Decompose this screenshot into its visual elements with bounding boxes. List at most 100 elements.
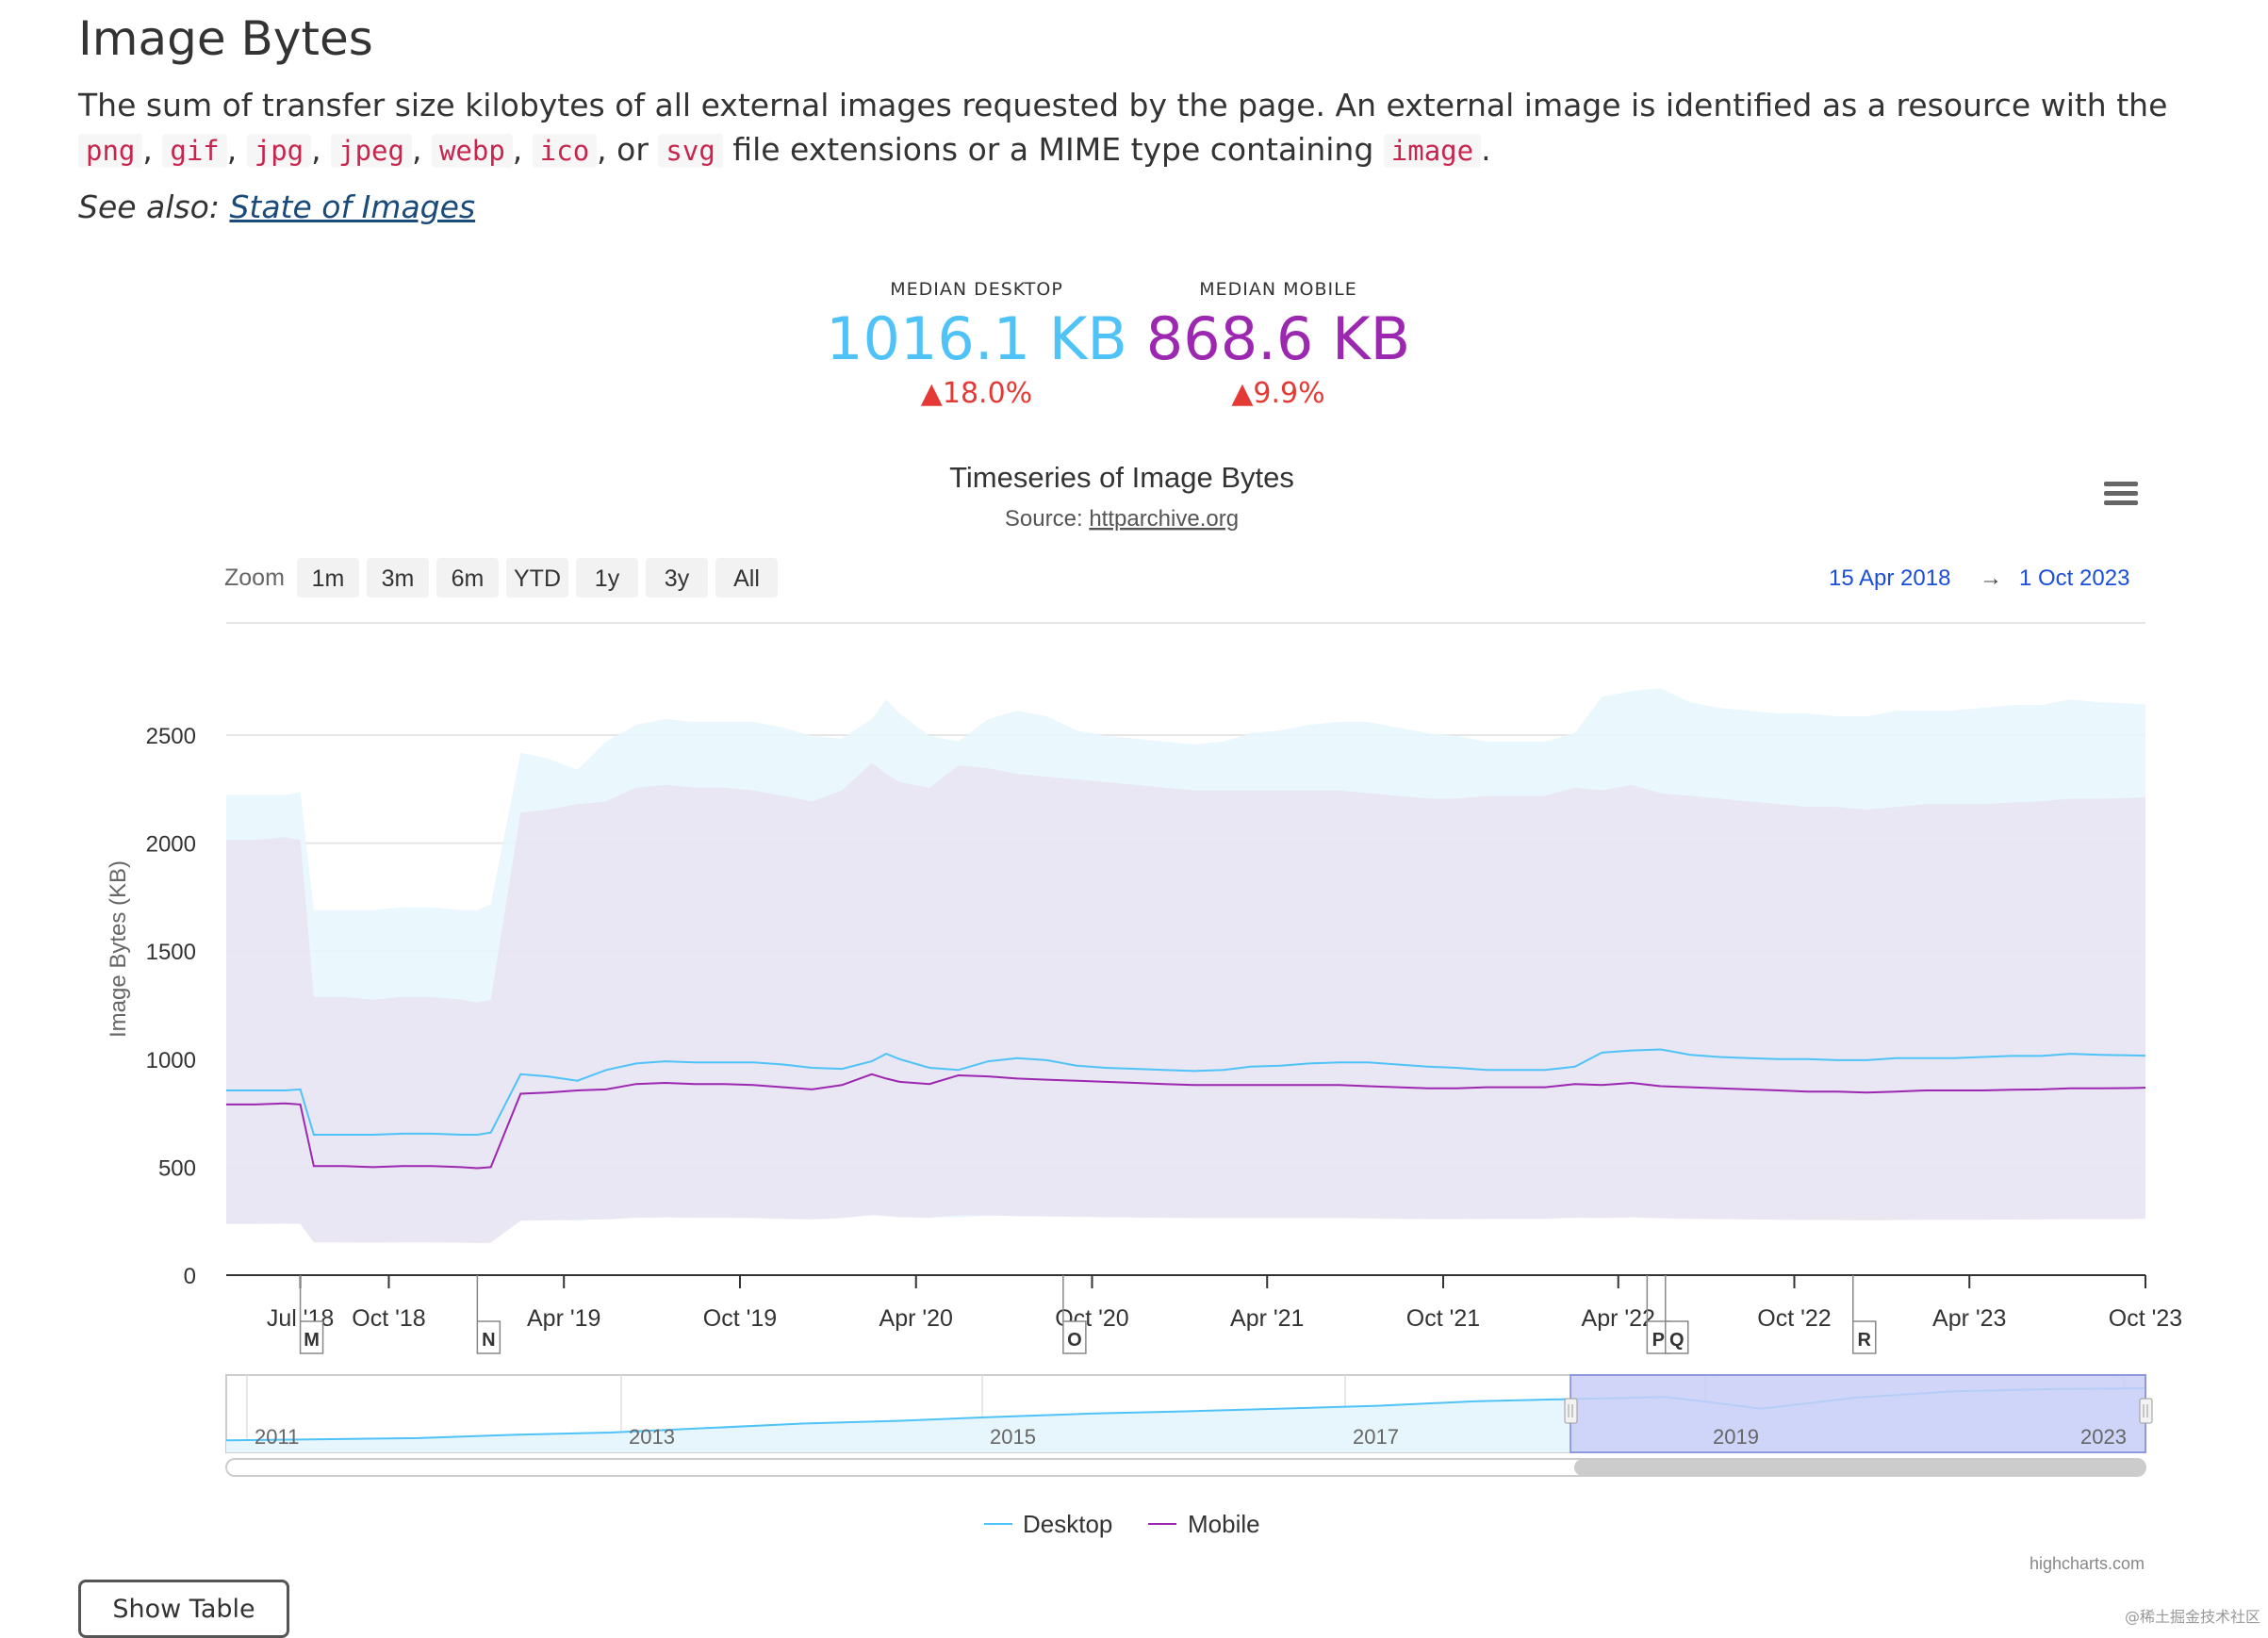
series-lines xyxy=(226,1048,2146,1170)
svg-text:N: N xyxy=(482,1330,495,1351)
median-mobile-metric: MEDIAN MOBILE 868.6 KB 9.9% xyxy=(1127,279,1429,410)
flag-q[interactable]: Q xyxy=(1664,1275,1689,1354)
description: The sum of transfer size kilobytes of al… xyxy=(78,83,2199,173)
flag-r[interactable]: R xyxy=(1852,1275,1877,1354)
svg-text:3y: 3y xyxy=(665,565,690,592)
svg-text:All: All xyxy=(733,565,760,592)
page-title: Image Bytes xyxy=(78,11,373,66)
zoom-button-1y[interactable]: 1y xyxy=(576,558,638,598)
zoom-button-3y[interactable]: 3y xyxy=(646,558,708,598)
median-desktop-value: 1016.1 KB xyxy=(826,304,1127,373)
separator: , xyxy=(142,131,163,168)
chart-subtitle: Source: httparchive.org xyxy=(1005,506,1239,532)
svg-text:O: O xyxy=(1067,1330,1082,1351)
show-table-button[interactable]: Show Table xyxy=(78,1580,289,1638)
scrollbar[interactable] xyxy=(225,1458,2146,1477)
svg-text:YTD: YTD xyxy=(514,565,561,592)
flag-m[interactable]: M xyxy=(299,1275,324,1354)
separator: , xyxy=(512,131,533,168)
zoom-button-ytd[interactable]: YTD xyxy=(506,558,568,598)
y-axis-title: Image Bytes (KB) xyxy=(106,860,131,1038)
code-gif: gif xyxy=(162,134,227,168)
range-to[interactable]: 1 Oct 2023 xyxy=(2019,565,2129,591)
code-image: image xyxy=(1383,134,1482,168)
zoom-buttons: 1m 3m 6m YTD 1y 3y All xyxy=(297,558,778,598)
see-also: See also: State of Images xyxy=(78,188,2199,225)
svg-text:1m: 1m xyxy=(312,565,345,592)
range-arrow: → xyxy=(1980,565,2002,591)
navigator-year-label: 2017 xyxy=(1353,1425,1399,1449)
navigator-handle-right[interactable] xyxy=(2139,1398,2153,1424)
navigator-mask[interactable] xyxy=(1570,1374,2146,1453)
series-line-desktop[interactable] xyxy=(226,1048,2146,1136)
svg-text:R: R xyxy=(1858,1330,1872,1351)
y-tick-label: 1500 xyxy=(146,940,196,965)
zoom-button-all[interactable]: All xyxy=(715,558,778,598)
y-tick-label: 500 xyxy=(158,1155,196,1181)
legend-desktop-label: Desktop xyxy=(1023,1510,1112,1538)
x-tick-label: Apr '21 xyxy=(1230,1305,1304,1332)
period: . xyxy=(1481,131,1491,168)
legend-mobile[interactable]: Mobile xyxy=(1148,1510,1260,1538)
httparchive-link[interactable]: httparchive.org xyxy=(1089,506,1239,532)
legend-desktop[interactable]: Desktop xyxy=(984,1510,1112,1538)
code-png: png xyxy=(78,134,143,168)
watermark: @稀土掘金技术社区 xyxy=(2124,1608,2260,1626)
subtitle-prefix: Source: xyxy=(1005,506,1089,532)
median-desktop-metric: MEDIAN DESKTOP 1016.1 KB 18.0% xyxy=(826,279,1127,410)
x-tick-label: Oct '22 xyxy=(1757,1305,1831,1332)
x-tick-label: Oct '21 xyxy=(1406,1305,1480,1332)
description-text-2: file extensions or a MIME type containin… xyxy=(722,131,1384,168)
x-tick-label: Apr '22 xyxy=(1582,1305,1655,1332)
svg-text:M: M xyxy=(304,1330,320,1351)
y-tick-label: 1000 xyxy=(146,1048,196,1073)
zoom-button-6m[interactable]: 6m xyxy=(436,558,499,598)
state-of-images-link[interactable]: State of Images xyxy=(229,188,476,225)
x-ticks: Jul '18 Oct '18 Apr '19 Oct '19 Apr '20 Oct '… xyxy=(267,1275,2182,1332)
description-text-1: The sum of transfer size kilobytes of al… xyxy=(78,87,2168,123)
series-line-mobile[interactable] xyxy=(226,1073,2146,1170)
x-tick-label: Oct '23 xyxy=(2109,1305,2182,1332)
svg-text:6m: 6m xyxy=(452,565,485,592)
median-mobile-change: 9.9% xyxy=(1127,377,1429,410)
x-tick-label: Oct '19 xyxy=(703,1305,777,1332)
zoom-label: Zoom xyxy=(224,565,285,591)
y-tick-label: 0 xyxy=(184,1264,196,1289)
code-svg: svg xyxy=(658,134,723,168)
flag-o[interactable]: O xyxy=(1062,1275,1087,1354)
svg-text:1y: 1y xyxy=(595,565,620,592)
x-tick-label: Apr '23 xyxy=(1932,1305,2006,1332)
range-bands xyxy=(226,688,2145,1243)
median-desktop-label: MEDIAN DESKTOP xyxy=(890,279,1063,300)
code-jpeg: jpeg xyxy=(331,134,412,168)
navigator[interactable]: 2011 2013 2015 2017 2019 2023 xyxy=(225,1374,2153,1453)
zoom-button-1m[interactable]: 1m xyxy=(297,558,359,598)
hamburger-menu-icon[interactable] xyxy=(2097,476,2145,514)
separator: , xyxy=(411,131,432,168)
y-tick-label: 2000 xyxy=(146,832,196,858)
flag-n[interactable]: N xyxy=(476,1275,501,1354)
zoom-button-3m[interactable]: 3m xyxy=(367,558,429,598)
navigator-handle-left[interactable] xyxy=(1564,1398,1578,1424)
legend-mobile-label: Mobile xyxy=(1188,1510,1260,1538)
navigator-year-label: 2015 xyxy=(990,1425,1036,1449)
chart-credits[interactable]: highcharts.com xyxy=(2030,1554,2145,1573)
svg-text:3m: 3m xyxy=(382,565,415,592)
navigator-year-label: 2023 xyxy=(2080,1425,2127,1449)
navigator-year-label: 2011 xyxy=(255,1425,299,1449)
x-tick-label: Apr '19 xyxy=(527,1305,600,1332)
range-from[interactable]: 15 Apr 2018 xyxy=(1829,565,1950,591)
median-mobile-value: 868.6 KB xyxy=(1145,304,1411,373)
code-ico: ico xyxy=(532,134,598,168)
x-tick-label: Apr '20 xyxy=(879,1305,953,1332)
flag-p[interactable]: P xyxy=(1646,1275,1671,1354)
mobile-range-band xyxy=(226,762,2145,1243)
chart-title: Timeseries of Image Bytes xyxy=(949,461,1294,494)
separator: , xyxy=(226,131,247,168)
x-tick-label: Oct '18 xyxy=(352,1305,425,1332)
separator: , or xyxy=(597,131,659,168)
scrollbar-thumb[interactable] xyxy=(1574,1459,2145,1476)
code-webp: webp xyxy=(431,134,513,168)
